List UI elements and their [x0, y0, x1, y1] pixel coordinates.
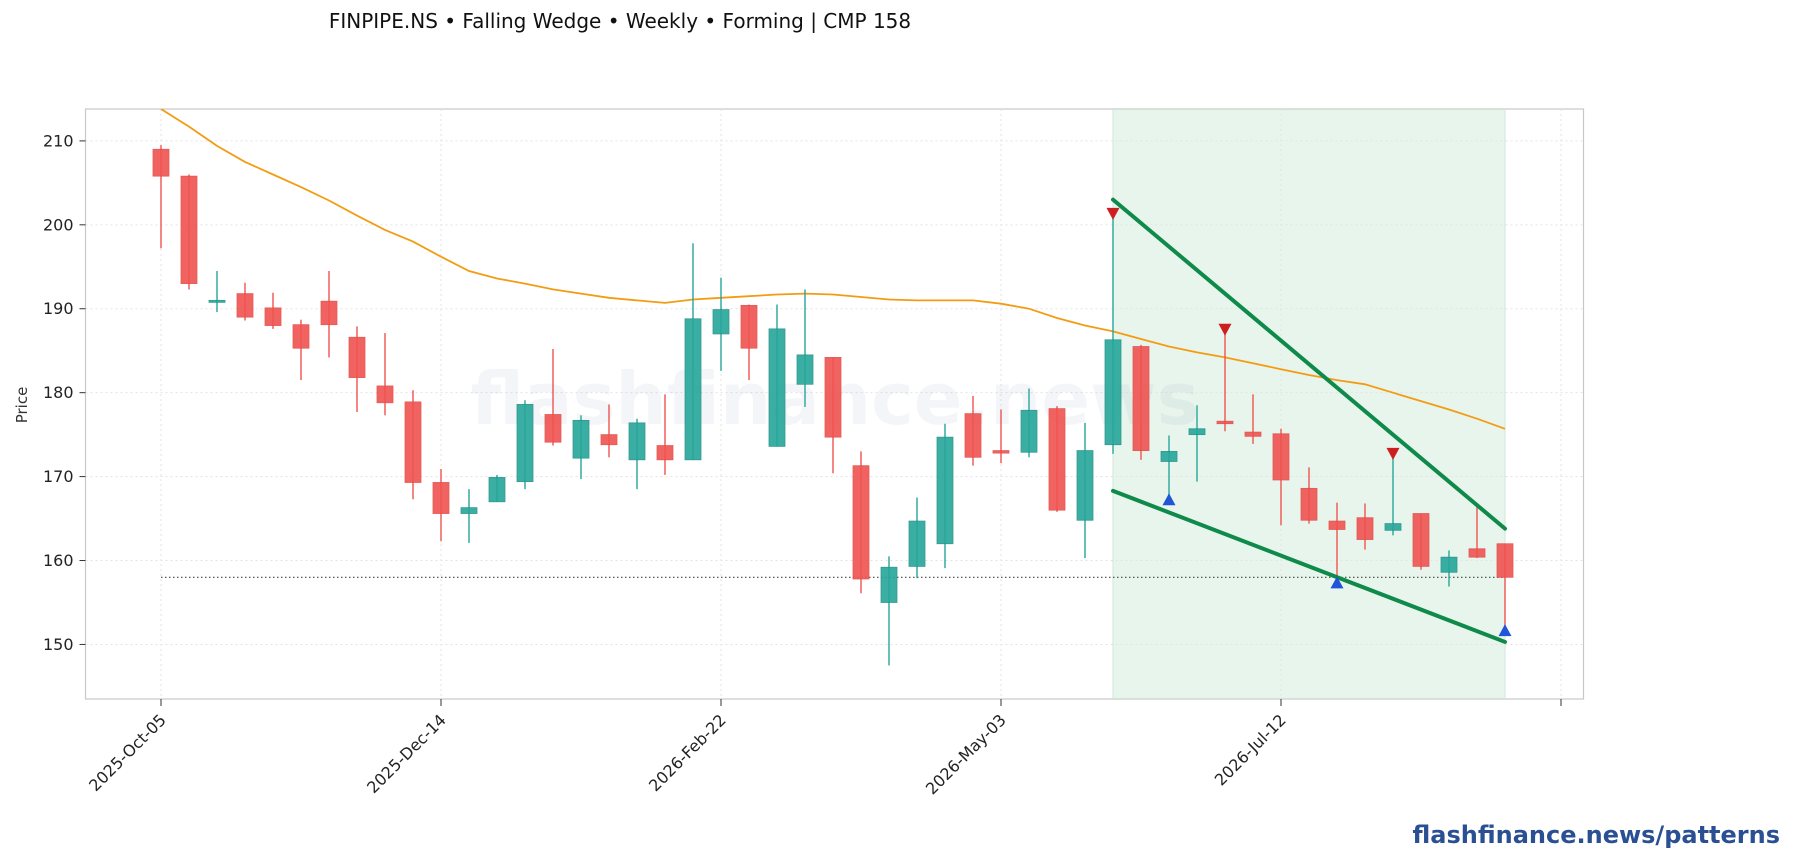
candle-body — [712, 309, 730, 335]
candle-body — [236, 293, 254, 318]
y-tick-label: 190 — [43, 299, 74, 318]
grid-layer — [85, 109, 1584, 699]
candle-body — [1328, 520, 1346, 530]
candles-layer — [152, 145, 1514, 666]
swing-high-marker — [1106, 207, 1120, 220]
candle-body — [208, 299, 226, 303]
y-tick-label: 160 — [43, 551, 74, 570]
wedge-lower-line — [1111, 488, 1507, 644]
x-tick-label: 2026-Feb-22 — [645, 710, 730, 795]
x-tick-label: 2025-Oct-05 — [85, 710, 170, 795]
candle-body — [432, 482, 450, 514]
candle-body — [1356, 517, 1374, 540]
candle-body — [1272, 433, 1290, 481]
moving-average-layer — [160, 109, 1506, 430]
candle-body — [544, 414, 562, 443]
candle-body — [628, 422, 646, 461]
candle-body — [1076, 450, 1094, 521]
candle-body — [1160, 451, 1178, 462]
candle-body — [1468, 548, 1486, 558]
candle-body — [768, 328, 786, 447]
candle-body — [572, 419, 590, 459]
y-tick-label: 210 — [43, 131, 74, 150]
swing-low-marker — [1330, 576, 1344, 589]
candle-body — [1496, 543, 1514, 578]
candle-body — [488, 477, 506, 503]
candle-body — [600, 434, 618, 446]
candle-body — [292, 324, 310, 349]
candle-body — [908, 520, 926, 567]
swing-high-marker — [1218, 323, 1232, 336]
markers-layer — [1106, 207, 1512, 637]
candle-body — [152, 148, 170, 177]
brand-footer: flashfinance.news/patterns — [1412, 821, 1780, 849]
candle-body — [1132, 346, 1150, 451]
x-tick-label: 2026-Jul-12 — [1211, 710, 1290, 789]
y-tick-label: 180 — [43, 383, 74, 402]
candle-body — [516, 404, 534, 483]
candle-body — [376, 385, 394, 404]
candle-body — [1440, 556, 1458, 573]
candle-body — [1216, 420, 1234, 425]
candle-body — [656, 445, 674, 461]
wedge-upper-line — [1111, 197, 1507, 531]
candle-body — [404, 401, 422, 483]
x-tick-label: 2026-May-03 — [922, 710, 1010, 798]
pattern-zone — [1112, 109, 1506, 699]
candle-body — [264, 307, 282, 326]
chart-title: FINPIPE.NS • Falling Wedge • Weekly • Fo… — [329, 9, 911, 33]
candle-body — [180, 175, 198, 284]
candle-body — [1300, 487, 1318, 521]
wedge-layer — [1111, 197, 1507, 644]
candle-body — [992, 450, 1010, 454]
swing-low-marker — [1498, 624, 1512, 637]
swing-high-marker — [1386, 447, 1400, 460]
candle-body — [740, 304, 758, 349]
swing-low-marker — [1162, 493, 1176, 506]
candle-body — [1048, 408, 1066, 511]
candle-body — [964, 413, 982, 458]
candle-body — [1412, 513, 1430, 567]
y-tick-label: 200 — [43, 215, 74, 234]
candle-body — [796, 354, 814, 385]
candle-body — [1104, 339, 1122, 446]
candle-body — [460, 507, 478, 514]
candle-body — [852, 465, 870, 580]
candle-body — [1188, 428, 1206, 436]
candle-body — [684, 318, 702, 461]
candle-body — [1020, 409, 1038, 453]
x-tick-label: 2025-Dec-14 — [363, 710, 450, 797]
y-tick-label: 150 — [43, 635, 74, 654]
y-axis-label: Price — [13, 387, 31, 424]
candle-body — [1384, 523, 1402, 531]
pattern-zone-layer — [1112, 109, 1506, 699]
candle-body — [348, 336, 366, 378]
y-tick-label: 170 — [43, 467, 74, 486]
candle-body — [936, 436, 954, 545]
candle-body — [1244, 431, 1262, 437]
candle-body — [880, 566, 898, 603]
candle-body — [824, 357, 842, 438]
candle-body — [320, 300, 338, 326]
moving-average-line — [160, 109, 1506, 430]
